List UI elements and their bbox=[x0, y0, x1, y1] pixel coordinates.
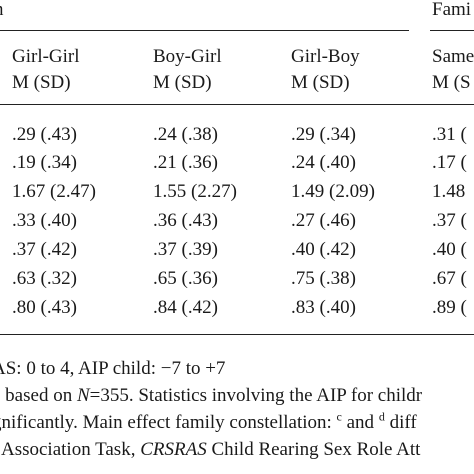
group-header-right: Fami bbox=[432, 0, 472, 20]
table-cell: .65 (.36) bbox=[153, 268, 218, 289]
table-cell: 1.55 (2.27) bbox=[153, 181, 237, 202]
table-cell: .24 (.40) bbox=[291, 152, 356, 173]
note-abbrev-italic: CRSRAS bbox=[140, 439, 207, 460]
table-cell: .24 (.38) bbox=[153, 124, 218, 145]
table-cell: .27 (.46) bbox=[291, 210, 356, 231]
note-text: t Association Task, bbox=[0, 439, 141, 460]
table-cell: .67 ( bbox=[432, 268, 467, 289]
note-text: Child Rearing Sex Role Att bbox=[206, 439, 421, 460]
group-rule-left bbox=[0, 30, 409, 31]
table-cell: 1.48 bbox=[432, 181, 466, 202]
col-header-boy-girl: Boy-Girl bbox=[153, 46, 222, 67]
note-line-2: e based on N=355. Statistics involving t… bbox=[0, 385, 422, 407]
table-cell: .80 (.43) bbox=[12, 297, 77, 318]
table-cell: .31 ( bbox=[432, 124, 467, 145]
table-cell: .40 (.42) bbox=[291, 239, 356, 260]
note-text: e based on bbox=[0, 385, 77, 406]
table-cell: .37 (.39) bbox=[153, 239, 218, 260]
note-text: and bbox=[341, 412, 379, 433]
table-cell: .84 (.42) bbox=[153, 297, 218, 318]
col-header-same-stat: M (S bbox=[432, 72, 471, 93]
group-rule-right bbox=[430, 30, 474, 31]
table-cell: .36 (.43) bbox=[153, 210, 218, 231]
table-cell: .40 ( bbox=[432, 239, 467, 260]
col-header-girl-boy-stat: M (SD) bbox=[291, 72, 350, 93]
note-line-3: gnificantly. Main effect family constell… bbox=[0, 409, 417, 434]
note-text: diff bbox=[384, 412, 417, 433]
note-text: gnificantly. Main effect family constell… bbox=[0, 412, 337, 433]
table-cell: .63 (.32) bbox=[12, 268, 77, 289]
table-cell: .75 (.38) bbox=[291, 268, 356, 289]
col-header-boy-girl-stat: M (SD) bbox=[153, 72, 212, 93]
table-cell: 1.67 (2.47) bbox=[12, 181, 96, 202]
table-cell: .19 (.34) bbox=[12, 152, 77, 173]
group-header-left: n bbox=[0, 0, 4, 21]
table-cell: .83 (.40) bbox=[291, 297, 356, 318]
note-n-italic: N bbox=[76, 385, 90, 406]
col-header-girl-boy: Girl-Boy bbox=[291, 46, 360, 67]
table-cell: .29 (.43) bbox=[12, 124, 77, 145]
col-header-same: Same bbox=[432, 46, 474, 67]
table-cell: .37 (.42) bbox=[12, 239, 77, 260]
table-cell: 1.49 (2.09) bbox=[291, 181, 375, 202]
table-cell: .37 ( bbox=[432, 210, 467, 231]
table-cell: .21 (.36) bbox=[153, 152, 218, 173]
note-superscript-c: c bbox=[336, 409, 342, 424]
header-rule bbox=[0, 104, 474, 105]
col-header-girl-girl: Girl-Girl bbox=[12, 46, 80, 67]
table-cell: .29 (.34) bbox=[291, 124, 356, 145]
note-superscript-d: d bbox=[378, 409, 385, 424]
table-cell: .89 ( bbox=[432, 297, 467, 318]
table-cell: .17 ( bbox=[432, 152, 467, 173]
note-text: =355. Statistics involving the AIP for c… bbox=[89, 385, 423, 406]
bottom-rule bbox=[0, 334, 474, 335]
col-header-girl-girl-stat: M (SD) bbox=[12, 72, 71, 93]
note-line-1: AS: 0 to 4, AIP child: −7 to +7 bbox=[0, 358, 226, 379]
table-cell: .33 (.40) bbox=[12, 210, 77, 231]
note-line-4: t Association Task, CRSRAS Child Rearing… bbox=[0, 439, 420, 461]
